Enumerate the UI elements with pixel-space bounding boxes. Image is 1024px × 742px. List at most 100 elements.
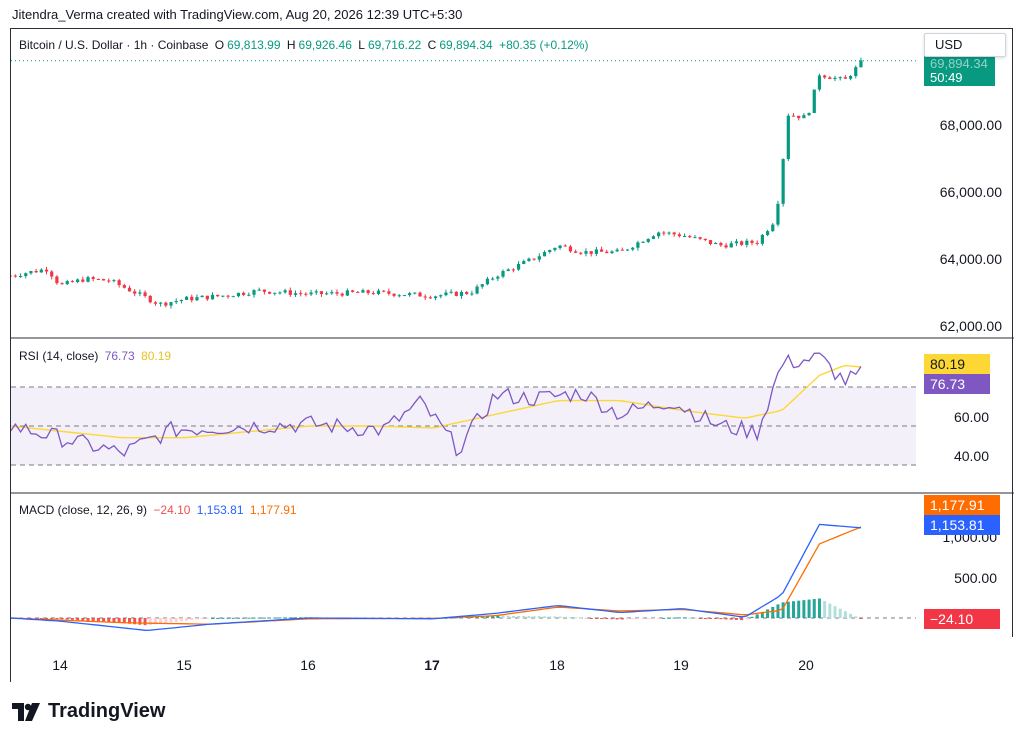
candle-body [143,292,147,296]
macd-histogram-bar [195,618,199,620]
low-label: L [358,38,365,52]
candle-body [527,258,531,262]
macd-histogram-bar [724,618,728,620]
candle-body [50,271,54,277]
chart-canvas[interactable] [11,29,1014,683]
macd-histogram-bar [802,600,806,618]
macd-histogram-bar [828,603,832,618]
candle-body [387,291,391,294]
candle-body [356,291,360,293]
chart-frame[interactable]: Bitcoin / U.S. Dollar · 1h · Coinbase O 6… [10,28,1014,683]
candle-body [205,295,209,300]
macd-histogram-bar [568,617,572,619]
candle-body [392,293,396,296]
candle-body [44,269,49,272]
currency-selector[interactable]: USD [924,33,1006,57]
candle-body [335,292,339,294]
macd-histogram-bar [807,599,811,618]
candle-body [433,296,438,299]
macd-histogram-bar [589,618,593,619]
symbol-title[interactable]: Bitcoin / U.S. Dollar · 1h · Coinbase [19,38,209,52]
candle-body [444,292,448,296]
candle-body [843,77,847,79]
macd-histogram-bar [159,618,163,624]
rsi-value: 76.73 [104,349,135,363]
candle-body [273,292,277,294]
candle-body [833,77,837,79]
macd-histogram-bar [185,618,189,621]
macd-histogram-bar [138,618,142,625]
macd-histogram-bar [299,617,303,619]
macd-histogram-bar [86,618,90,621]
candle-body [107,280,111,282]
candle-body [485,278,490,285]
macd-histogram-bar [662,617,666,619]
macd-histogram-bar [112,618,116,623]
candle-body [693,237,697,239]
candle-body [651,236,656,239]
macd-histogram-bar [496,615,500,618]
macd-histogram-bar [294,617,298,619]
macd-histogram-bar [714,618,718,619]
macd-histogram-bar [698,618,702,619]
macd-histogram-bar [797,600,801,618]
macd-histogram-bar [268,617,272,619]
candle-body [366,290,370,294]
macd-histogram-bar [39,618,43,619]
candle-body [797,115,801,119]
candle-body [236,292,241,297]
rsi-ma-value: 80.19 [141,349,172,363]
candle-body [345,290,349,296]
macd-histogram-bar [236,617,240,619]
macd-histogram-bar [817,598,821,618]
open-label: O [214,38,225,52]
tradingview-logo[interactable]: TradingView [12,700,165,723]
macd-histogram-bar [288,617,292,619]
y-tick-62000: 62,000.00 [939,318,1002,334]
macd-histogram-bar [677,617,681,619]
candle-body [838,77,842,79]
candle-body [714,243,718,245]
macd-histogram-bar [543,616,547,618]
candle-body [190,296,194,301]
candle-body [397,295,401,297]
macd-histogram-bar [605,618,609,619]
macd-histogram-bar [657,618,661,619]
macd-histogram-bar [480,616,484,618]
macd-histogram-bar [527,616,531,618]
change-value: +80.35 (+0.12%) [499,38,589,52]
candle-body [76,279,80,283]
last-price-pill: 69,894.34 50:49 [924,56,995,86]
candle-body [169,302,173,306]
macd-histogram-bar [226,617,230,619]
candle-body [828,77,832,79]
macd-histogram-bar [278,617,282,619]
macd-histogram-bar [122,618,126,624]
candle-body [781,159,785,204]
macd-histogram-bar [262,617,266,619]
candle-body [470,293,474,295]
macd-histogram-bar [636,618,640,619]
macd-histogram-bar [491,615,495,618]
candle-body [542,252,547,257]
candle-body [96,278,100,280]
candle-body [314,291,318,293]
macd-histogram-bar [667,617,671,619]
macd-histogram-bar [558,616,562,618]
macd-histogram-bar [96,618,100,622]
candle-body [221,295,225,297]
candle-body [408,293,412,296]
candle-body [159,302,163,304]
macd-histogram-bar [532,616,536,618]
macd-histogram-bar [70,618,74,620]
macd-histogram-bar [854,616,858,618]
candle-body [216,294,220,297]
macd-histogram-bar [153,618,157,625]
candle-body [688,236,692,238]
candle-body [667,232,671,234]
macd-histogram-bar [257,617,261,619]
candle-body [750,240,754,243]
macd-histogram-bar [273,617,277,619]
macd-histogram-bar [646,618,650,619]
candle-body [91,277,95,279]
